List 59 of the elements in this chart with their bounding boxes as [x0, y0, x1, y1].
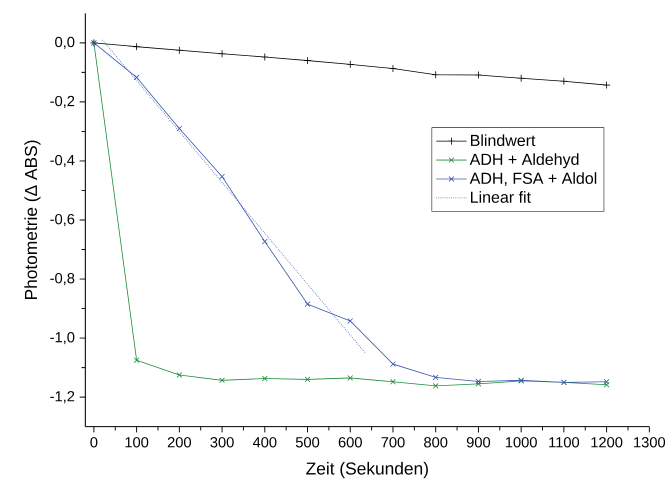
x-tick-label: 700 — [381, 437, 405, 448]
point — [389, 64, 397, 72]
y-tick-label: -1,0 — [50, 332, 74, 344]
point — [602, 81, 610, 89]
point — [262, 238, 268, 244]
point — [304, 301, 310, 307]
point — [219, 377, 225, 384]
x-tick-label: 1100 — [549, 437, 580, 448]
y-tick-label: -0,6 — [50, 214, 74, 226]
point — [218, 50, 226, 58]
x-tick-label: 1200 — [591, 437, 622, 448]
point — [347, 318, 354, 324]
y-tick-label: -0,4 — [50, 154, 74, 168]
y-tick-label: -0,2 — [50, 96, 74, 108]
point — [260, 53, 269, 61]
x-axis-title: Zeit (Sekunden) — [306, 462, 428, 478]
point — [474, 71, 482, 79]
point — [304, 56, 312, 64]
y-axis-title: Photometrie (Δ ABS) — [24, 140, 41, 300]
x-tick-label: 300 — [210, 437, 234, 448]
legend-label: ADH + Aldehyd — [470, 153, 578, 168]
point — [304, 376, 310, 382]
x-tick-label: 200 — [168, 437, 191, 448]
point — [134, 74, 140, 80]
point — [390, 361, 396, 367]
x-tick-label: 500 — [296, 437, 320, 448]
point — [219, 174, 225, 180]
point — [432, 383, 439, 389]
point — [176, 372, 182, 378]
x-tick-label: 800 — [424, 437, 448, 448]
point — [134, 357, 140, 364]
legend-label: ADH, FSA + Aldol — [470, 172, 596, 186]
point — [432, 374, 439, 380]
x-tick-label: 900 — [466, 437, 490, 448]
point — [476, 378, 482, 384]
x-tick-label: 100 — [125, 437, 148, 448]
x-tick-label: 600 — [338, 437, 362, 448]
x-tick-label: 1300 — [634, 437, 666, 448]
point — [517, 74, 526, 82]
point — [176, 126, 182, 132]
x-tick-label: 400 — [252, 437, 276, 448]
point — [262, 376, 268, 382]
point — [604, 378, 610, 385]
point — [432, 70, 440, 79]
point — [175, 46, 184, 54]
point — [346, 60, 354, 68]
point — [132, 42, 140, 51]
legend-label: Linear fit — [471, 191, 531, 203]
point — [347, 375, 354, 381]
x-tick-label: 0 — [90, 437, 98, 448]
point — [604, 382, 610, 388]
y-tick-label: 0,0 — [55, 36, 74, 49]
y-tick-label: -0,8 — [50, 272, 74, 286]
point — [390, 378, 396, 385]
point — [476, 380, 482, 387]
x-tick-label: 1000 — [506, 437, 537, 448]
y-tick-label: -1,2 — [50, 391, 74, 404]
point — [560, 77, 568, 86]
legend-label: Blindwert — [471, 134, 536, 146]
